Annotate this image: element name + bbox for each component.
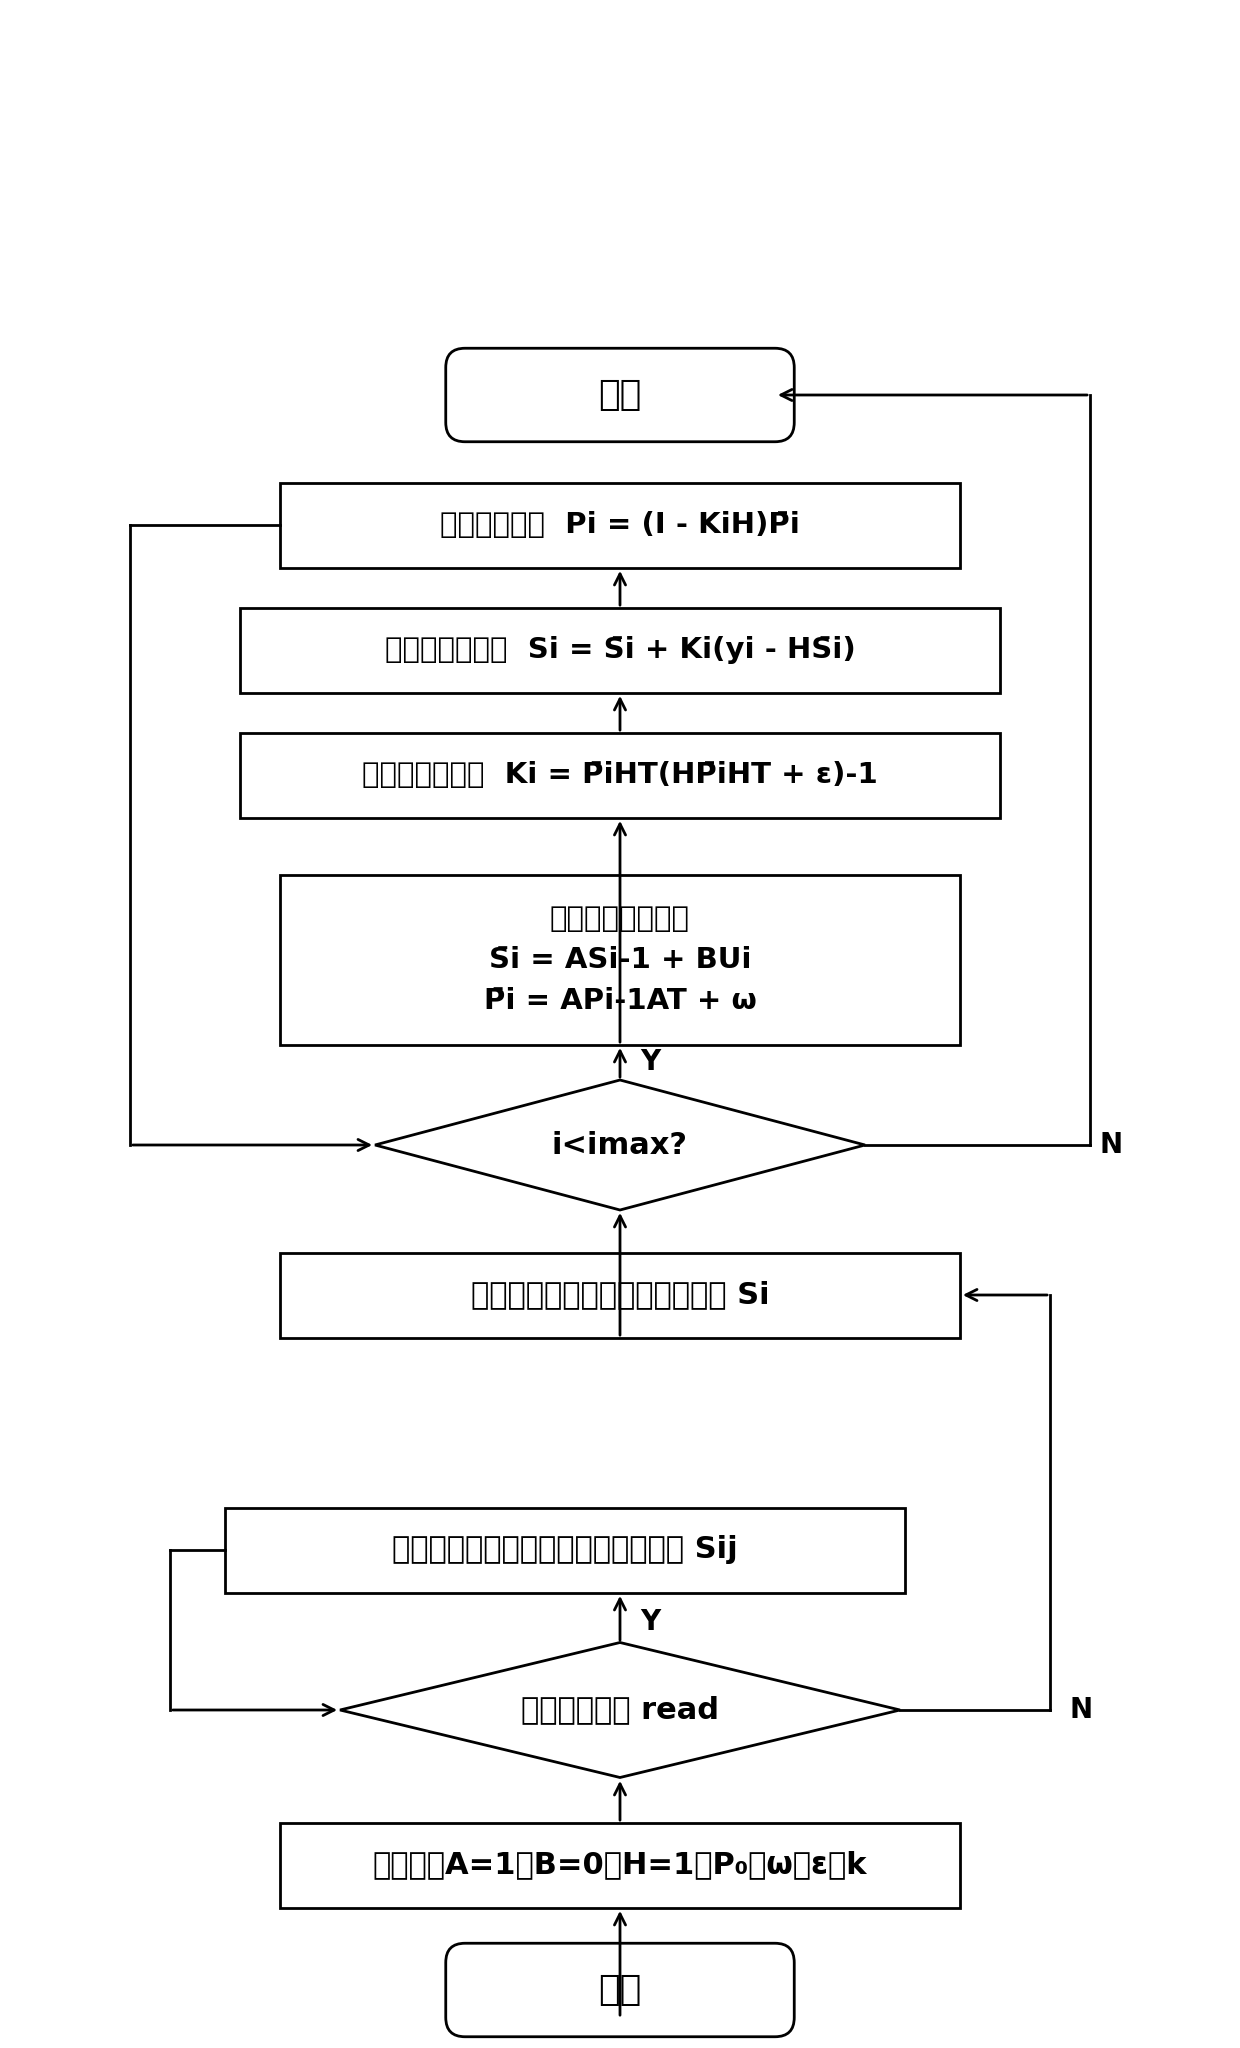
Text: Y: Y	[640, 1608, 660, 1636]
Text: 计算最优预估值  Si = S̄i + Ki(yi - HS̄i): 计算最优预估值 Si = S̄i + Ki(yi - HS̄i)	[384, 637, 856, 664]
Text: 是否有未处理 read: 是否有未处理 read	[521, 1696, 719, 1724]
Text: 设定初值A=1，B=0，H=1，P₀，ω，ε，k: 设定初值A=1，B=0，H=1，P₀，ω，ε，k	[373, 1851, 867, 1880]
Text: 计算预估值和方差
S̄i = ASi-1 + BUi
P̄i = APi-1AT + ω: 计算预估值和方差 S̄i = ASi-1 + BUi P̄i = APi-1AT…	[484, 905, 756, 1016]
Bar	[280, 1823, 960, 1907]
Text: 更新误差方程  Pi = (I - KiH)P̄i: 更新误差方程 Pi = (I - KiH)P̄i	[440, 512, 800, 539]
Text: N: N	[1070, 1696, 1094, 1724]
Text: 结束: 结束	[599, 379, 641, 412]
Text: 计算卡尔曼增益  Ki = P̄iHT(HP̄iHT + ε)-1: 计算卡尔曼增益 Ki = P̄iHT(HP̄iHT + ε)-1	[362, 762, 878, 788]
Bar	[280, 483, 960, 567]
Polygon shape	[340, 1642, 900, 1778]
Text: 开始: 开始	[599, 1972, 641, 2007]
Bar	[241, 608, 999, 692]
Text: 计算每个位点的覆盖一次的变异分数 Sij: 计算每个位点的覆盖一次的变异分数 Sij	[392, 1536, 738, 1565]
Polygon shape	[374, 1079, 866, 1210]
Bar	[241, 733, 999, 817]
Bar	[280, 874, 960, 1044]
Text: N: N	[1100, 1130, 1123, 1159]
Text: 计算每个位点最终的变异分数值 Si: 计算每个位点最终的变异分数值 Si	[471, 1280, 769, 1309]
FancyBboxPatch shape	[445, 348, 795, 442]
Bar	[280, 1253, 960, 1337]
FancyBboxPatch shape	[445, 1944, 795, 2038]
Bar	[224, 1507, 905, 1593]
Text: Y: Y	[640, 1049, 660, 1075]
Text: i<imax?: i<imax?	[552, 1130, 688, 1159]
